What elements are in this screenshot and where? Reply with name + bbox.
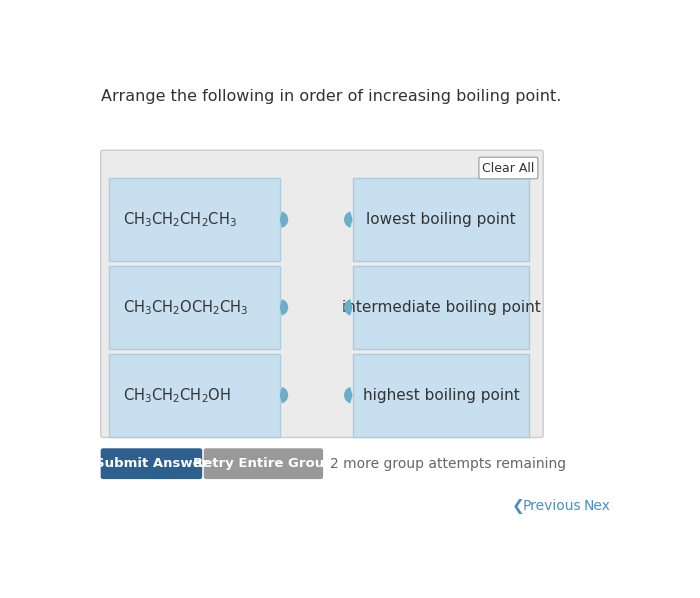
Text: Clear All: Clear All [482,161,535,175]
Wedge shape [344,212,353,228]
Wedge shape [280,299,288,316]
Text: Previous: Previous [523,499,582,513]
Text: intermediate boiling point: intermediate boiling point [342,300,540,315]
Text: $\mathrm{CH_3CH_2OCH_2CH_3}$: $\mathrm{CH_3CH_2OCH_2CH_3}$ [123,298,248,317]
Text: Retry Entire Group: Retry Entire Group [193,457,334,470]
Text: ❮: ❮ [512,499,525,514]
Wedge shape [280,212,288,228]
Text: $\mathrm{CH_3CH_2CH_2OH}$: $\mathrm{CH_3CH_2CH_2OH}$ [123,386,231,404]
FancyBboxPatch shape [109,266,280,349]
Text: Nex: Nex [584,499,610,513]
FancyBboxPatch shape [109,178,280,261]
FancyBboxPatch shape [204,448,323,479]
FancyBboxPatch shape [353,178,529,261]
Wedge shape [344,387,353,403]
Wedge shape [280,387,288,403]
Text: Arrange the following in order of increasing boiling point.: Arrange the following in order of increa… [102,90,562,105]
FancyBboxPatch shape [353,353,529,437]
FancyBboxPatch shape [101,150,543,438]
Text: Submit Answer: Submit Answer [94,457,208,470]
FancyBboxPatch shape [101,448,202,479]
Text: lowest boiling point: lowest boiling point [366,212,516,227]
Wedge shape [344,299,353,316]
Text: $\mathrm{CH_3CH_2CH_2CH_3}$: $\mathrm{CH_3CH_2CH_2CH_3}$ [123,210,237,229]
Text: highest boiling point: highest boiling point [363,388,519,402]
Text: 2 more group attempts remaining: 2 more group attempts remaining [330,457,566,471]
FancyBboxPatch shape [109,353,280,437]
FancyBboxPatch shape [479,157,538,179]
FancyBboxPatch shape [353,266,529,349]
